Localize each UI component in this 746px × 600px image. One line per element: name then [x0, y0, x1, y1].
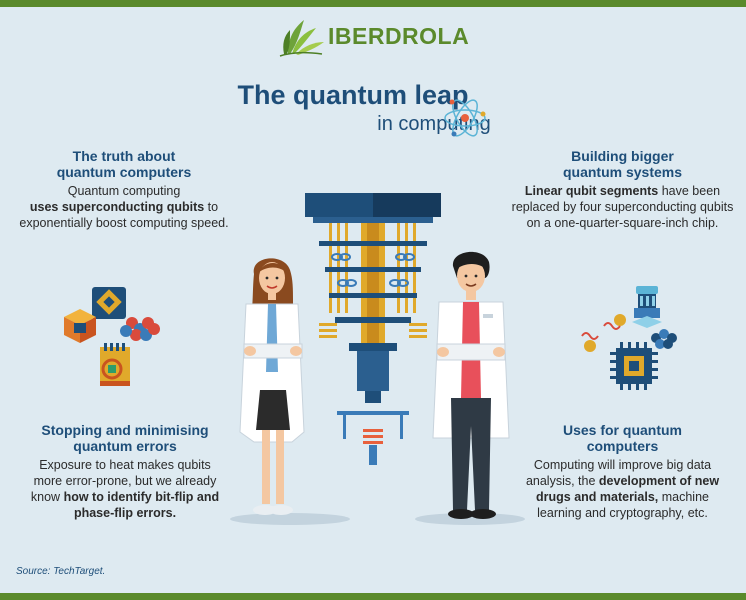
quantum-computer-icon — [581, 286, 677, 390]
section-building: Building bigger quantum systems Linear qu… — [510, 148, 735, 231]
section-truth-heading: The truth about quantum computers — [56, 148, 192, 180]
section-stopping: Stopping and minimising quantum errors Ex… — [15, 422, 235, 521]
brand-name: IBERDROLA — [328, 22, 470, 49]
scientist-man — [432, 251, 510, 519]
page-subtitle: in computing — [377, 113, 491, 135]
bottom-accent-bar — [0, 593, 746, 600]
brand-logo: IBERDROLA — [278, 14, 469, 58]
quantum-computer-chandelier — [305, 193, 441, 465]
section-building-text: Linear qubit segments have been replaced… — [511, 184, 734, 230]
floor-shadow — [230, 513, 525, 525]
atom-icon — [444, 99, 486, 137]
section-truth-text: Quantum computing uses superconducting q… — [19, 184, 229, 230]
section-stopping-heading: Stopping and minimising quantum errors — [41, 422, 209, 454]
leaf-logo-icon — [279, 20, 324, 57]
section-uses: Uses for quantum computers Computing will… — [510, 422, 735, 521]
section-stopping-text: Exposure to heat makes qubits more error… — [30, 458, 220, 520]
section-truth: The truth about quantum computers Quantum… — [15, 148, 233, 231]
section-uses-text: Computing will improve big data analysis… — [525, 458, 720, 520]
top-accent-bar — [0, 0, 746, 7]
page-title: The quantum leap — [237, 80, 469, 110]
section-uses-heading: Uses for quantum computers — [562, 422, 682, 454]
scientist-woman — [239, 258, 305, 515]
qubit-blocks-icon — [64, 287, 160, 386]
source-note: Source: TechTarget. — [16, 566, 106, 577]
section-building-heading: Building bigger quantum systems — [562, 148, 683, 180]
